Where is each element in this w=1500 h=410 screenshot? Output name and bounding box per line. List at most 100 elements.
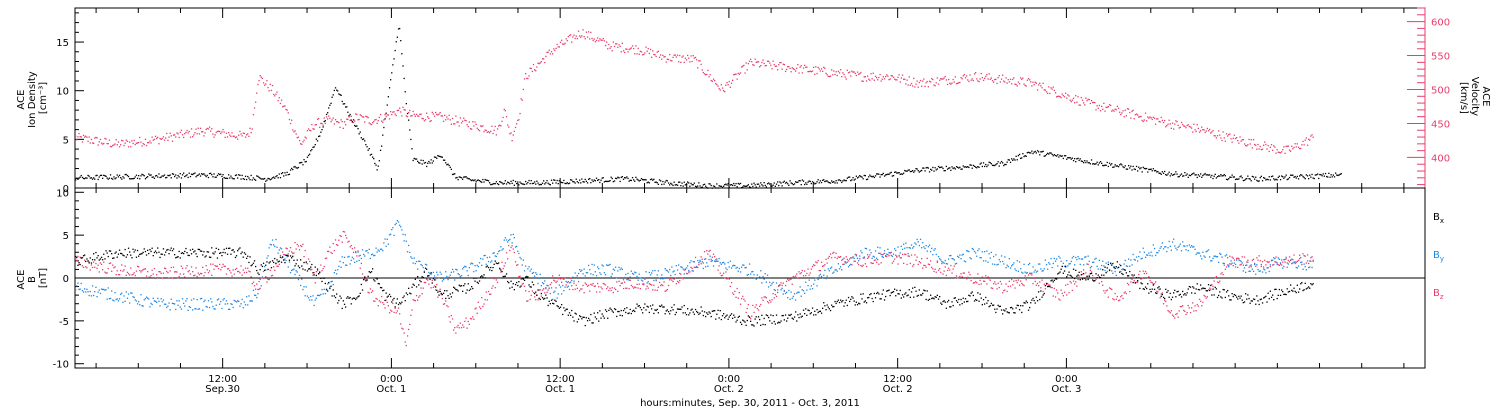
density-point [373,158,375,160]
density-point [125,173,127,176]
density-point [638,180,640,182]
velocity-point [1240,140,1242,142]
field-bz-point [383,303,385,306]
field-bx-point [401,301,403,303]
field-bx-point [202,254,204,256]
field-by-point [768,286,770,288]
velocity-point [81,141,84,143]
velocity-point [786,68,788,71]
velocity-point [1157,118,1159,120]
density-point [284,172,286,174]
density-point [786,181,788,184]
density-point [129,178,131,180]
field-by-point [649,274,652,276]
density-point [221,175,223,178]
velocity-point [418,115,420,117]
field-bz-point [1245,264,1247,266]
field-bz-point [559,278,562,280]
field-bz-point [782,282,784,284]
field-bz-point [607,286,609,288]
density-point [133,177,135,180]
field-bx-point [540,292,542,295]
density-point [491,183,493,186]
density-point [1207,174,1210,176]
velocity-point [990,77,992,79]
field-bx-point [253,260,256,262]
field-bz-point [580,288,582,290]
field-bz-point [337,244,339,246]
field-by-point [755,278,757,280]
field-by-point [826,275,828,277]
density-point [312,146,314,148]
velocity-point [705,74,707,76]
field-by-point [585,272,587,274]
density-point [75,179,77,181]
velocity-point [297,136,300,138]
field-by-point [514,246,517,248]
velocity-point [1173,128,1175,130]
field-bx-point [406,293,409,296]
velocity-point [319,126,321,128]
field-by-point [1104,269,1106,272]
field-bz-point [694,256,697,259]
velocity-point [246,134,248,136]
bottom-data-points [75,220,1314,347]
density-point [354,124,356,127]
field-by-point [1169,245,1171,247]
velocity-point [901,74,904,76]
density-point [530,180,532,182]
field-by-point [228,308,230,310]
field-bx-point [98,259,100,261]
density-point [1284,176,1286,178]
velocity-point [946,83,949,86]
field-bx-point [151,247,153,249]
field-by-point [763,278,765,280]
field-by-point [406,251,409,253]
field-bz-point [358,255,360,257]
density-point [903,172,905,174]
field-by-point [651,272,653,274]
density-point [873,176,875,179]
field-by-point [1200,255,1202,257]
field-bz-point [1180,306,1183,308]
field-bx-point [107,255,109,258]
velocity-point [1259,145,1261,148]
density-point [921,169,923,172]
density-point [905,170,907,172]
field-bz-point [143,268,145,270]
velocity-point [1312,136,1314,138]
density-point [690,182,692,185]
velocity-point [756,61,758,63]
density-point [782,181,784,183]
field-bz-point [464,320,466,322]
velocity-point [188,130,190,133]
density-point [347,111,349,113]
field-by-point [77,282,79,284]
field-bx-point [238,248,240,250]
field-by-point [985,260,987,262]
density-point [1187,176,1189,178]
velocity-point [216,130,219,133]
field-bz-point [1205,297,1207,299]
density-point [372,156,374,158]
velocity-point [968,80,970,83]
velocity-point [1137,114,1139,116]
field-by-point [995,254,997,256]
field-bz-point [487,290,490,293]
density-point [642,179,644,181]
field-bz-point [900,257,902,259]
field-bz-point [197,272,199,274]
density-point [579,179,581,181]
field-by-point [361,249,364,251]
field-by-point [205,305,207,308]
field-bz-point [130,267,132,269]
velocity-point [1101,105,1103,107]
velocity-point [235,136,238,138]
field-bz-point [1020,280,1022,282]
field-bz-point [1265,264,1267,266]
density-point [134,176,136,178]
field-by-point [468,267,470,269]
field-bz-point [684,269,686,271]
field-bz-point [1194,305,1196,307]
density-point [874,175,877,177]
